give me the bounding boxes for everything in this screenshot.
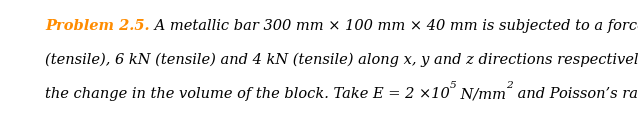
Text: Problem 2.5.: Problem 2.5.: [45, 19, 150, 33]
Text: and Poisson’s ratio = 0.25.: and Poisson’s ratio = 0.25.: [513, 87, 638, 101]
Text: the change in the volume of the block. Take E = 2 ×10: the change in the volume of the block. T…: [45, 87, 450, 101]
Text: A metallic bar 300 mm × 100 mm × 40 mm is subjected to a force of 5 kN: A metallic bar 300 mm × 100 mm × 40 mm i…: [150, 19, 638, 33]
Text: 5: 5: [450, 81, 456, 90]
Text: 2: 2: [507, 81, 513, 90]
Text: N/mm: N/mm: [456, 87, 507, 101]
Text: (tensile), 6 kN (tensile) and 4 kN (tensile) along x, y and z directions respect: (tensile), 6 kN (tensile) and 4 kN (tens…: [45, 53, 638, 67]
